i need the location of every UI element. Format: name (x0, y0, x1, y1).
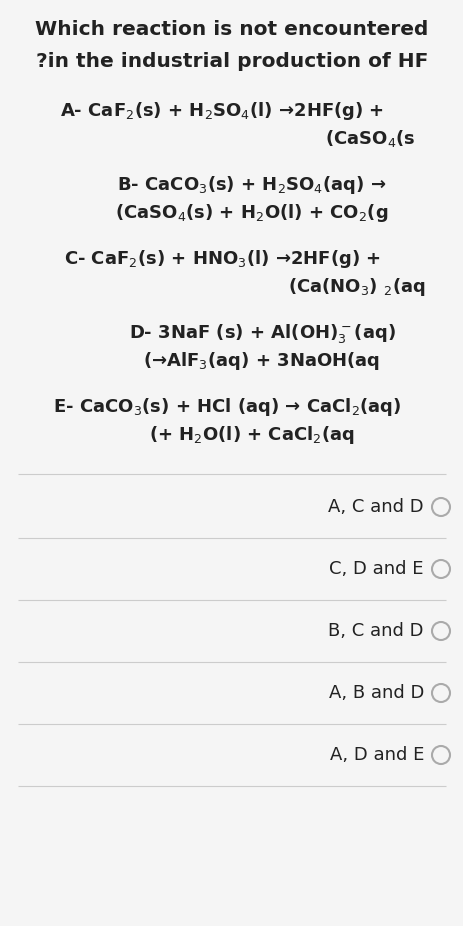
Text: A, B and D: A, B and D (328, 684, 423, 702)
Text: B, C and D: B, C and D (328, 622, 423, 640)
Text: B- CaCO$_3$(s) + H$_2$SO$_4$(aq) →: B- CaCO$_3$(s) + H$_2$SO$_4$(aq) → (117, 174, 386, 196)
Text: (CaSO$_4$(s) + H$_2$O(l) + CO$_2$(g: (CaSO$_4$(s) + H$_2$O(l) + CO$_2$(g (115, 202, 388, 224)
Text: C, D and E: C, D and E (329, 560, 423, 578)
Text: A, C and D: A, C and D (328, 498, 423, 516)
Text: A, D and E: A, D and E (329, 746, 423, 764)
Text: E- CaCO$_3$(s) + HCl (aq) → CaCl$_2$(aq): E- CaCO$_3$(s) + HCl (aq) → CaCl$_2$(aq) (53, 396, 400, 418)
Text: (+ H$_2$O(l) + CaCl$_2$(aq: (+ H$_2$O(l) + CaCl$_2$(aq (149, 424, 354, 446)
Text: (CaSO$_4$(s: (CaSO$_4$(s (325, 128, 415, 149)
Text: (→AlF$_3$(aq) + 3NaOH(aq: (→AlF$_3$(aq) + 3NaOH(aq (143, 350, 380, 372)
Text: Which reaction is not encountered: Which reaction is not encountered (35, 20, 428, 39)
Text: ?in the industrial production of HF: ?in the industrial production of HF (36, 52, 427, 71)
Text: (Ca(NO$_3$) $_{2}$(aq: (Ca(NO$_3$) $_{2}$(aq (288, 276, 425, 298)
Text: A- CaF$_2$(s) + H$_2$SO$_4$(l) →2HF(g) +: A- CaF$_2$(s) + H$_2$SO$_4$(l) →2HF(g) + (60, 100, 383, 122)
Text: D- 3NaF (s) + Al(OH)$_3^-$(aq): D- 3NaF (s) + Al(OH)$_3^-$(aq) (128, 322, 394, 345)
Text: C- CaF$_2$(s) + HNO$_3$(l) →2HF(g) +: C- CaF$_2$(s) + HNO$_3$(l) →2HF(g) + (63, 248, 380, 270)
